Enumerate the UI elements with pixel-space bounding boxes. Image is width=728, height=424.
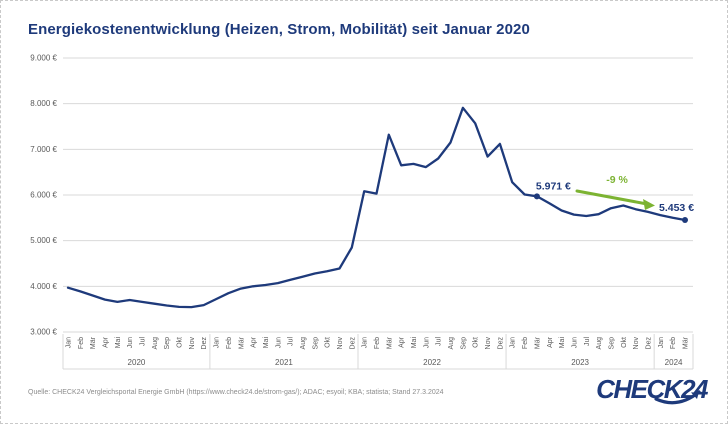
x-month-label: Jan: [362, 337, 369, 348]
annotation-change-percent: -9 %: [606, 174, 628, 186]
x-month-label: Sep: [460, 337, 467, 350]
x-month-label: Jul: [288, 337, 295, 346]
data-point-mar-2023: [533, 193, 540, 200]
x-month-label: Jan: [66, 337, 73, 348]
x-month-label: Sep: [608, 337, 615, 350]
check24-logo-text: CHECK24: [596, 374, 709, 404]
x-month-label: Feb: [226, 337, 233, 349]
x-month-label: Dez: [201, 337, 208, 350]
x-month-label: Jun: [423, 337, 430, 348]
x-month-label: Aug: [152, 337, 159, 350]
y-tick-label: 3.000 €: [30, 328, 57, 337]
x-month-label: Feb: [78, 337, 85, 349]
x-month-label: Okt: [621, 337, 628, 348]
trend-arrow-head-icon: [643, 199, 655, 210]
x-month-label: Mär: [386, 336, 393, 349]
x-month-label: Mai: [411, 337, 418, 349]
check24-logo: CHECK24: [596, 374, 711, 405]
x-month-label: Apr: [547, 336, 554, 348]
x-month-label: Mai: [115, 337, 122, 349]
x-month-label: Sep: [312, 337, 319, 350]
x-month-label: Okt: [177, 337, 184, 348]
x-month-label: Jun: [127, 337, 134, 348]
x-month-label: Feb: [374, 337, 381, 349]
x-month-label: Mär: [90, 336, 97, 349]
y-tick-label: 6.000 €: [30, 191, 57, 200]
x-month-label: Jul: [436, 337, 443, 346]
x-month-label: Feb: [522, 337, 529, 349]
x-month-label: Mär: [238, 336, 245, 349]
x-month-label: Feb: [670, 337, 677, 349]
check24-logo-arrowhead-icon: [691, 392, 699, 399]
x-month-label: Dez: [349, 337, 356, 350]
x-month-label: Jun: [571, 337, 578, 348]
x-month-label: Nov: [485, 337, 492, 350]
y-tick-label: 9.000 €: [30, 54, 57, 63]
x-month-label: Apr: [103, 336, 110, 348]
x-month-label: Mär: [683, 336, 690, 349]
x-month-label: Aug: [596, 337, 603, 350]
x-year-label: 2023: [571, 358, 589, 367]
y-tick-label: 7.000 €: [30, 145, 57, 154]
y-tick-label: 4.000 €: [30, 282, 57, 291]
x-month-label: Okt: [473, 337, 480, 348]
trend-arrow: [575, 189, 649, 206]
energy-cost-line: [66, 106, 687, 309]
x-year-label: 2024: [665, 358, 683, 367]
x-year-label: 2021: [275, 358, 293, 367]
x-month-label: Jan: [214, 337, 221, 348]
x-month-label: Dez: [645, 337, 652, 350]
x-year-label: 2020: [128, 358, 146, 367]
x-month-label: Mär: [534, 336, 541, 349]
source-note: Quelle: CHECK24 Vergleichsportal Energie…: [28, 389, 444, 396]
x-month-label: Dez: [497, 337, 504, 350]
x-month-label: Aug: [448, 337, 455, 350]
x-month-label: Sep: [164, 337, 171, 350]
x-month-label: Jul: [584, 337, 591, 346]
x-month-label: Okt: [325, 337, 332, 348]
x-month-label: Apr: [251, 336, 258, 348]
x-month-label: Jan: [510, 337, 517, 348]
annotation-end-value: 5.453 €: [659, 202, 694, 214]
data-point-mar-2024: [682, 216, 688, 223]
x-month-label: Mai: [263, 337, 270, 349]
y-tick-label: 5.000 €: [30, 236, 57, 245]
y-tick-label: 8.000 €: [30, 99, 57, 108]
x-month-label: Mai: [559, 337, 566, 349]
x-month-label: Jun: [275, 337, 282, 348]
x-year-label: 2022: [423, 358, 441, 367]
x-month-label: Apr: [399, 336, 406, 348]
x-month-label: Jan: [658, 337, 665, 348]
x-month-label: Nov: [633, 337, 640, 350]
x-month-label: Nov: [189, 337, 196, 350]
x-month-label: Aug: [300, 337, 307, 350]
x-month-label: Nov: [337, 337, 344, 350]
x-month-label: Jul: [140, 337, 147, 346]
chart-title: Energiekostenentwicklung (Heizen, Strom,…: [28, 21, 530, 38]
annotation-start-value: 5.971 €: [536, 180, 571, 192]
